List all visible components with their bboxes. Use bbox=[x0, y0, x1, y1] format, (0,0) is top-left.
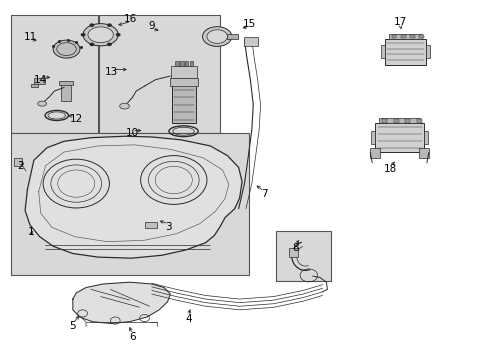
Ellipse shape bbox=[53, 40, 80, 58]
Bar bbox=[391, 35, 396, 39]
Ellipse shape bbox=[83, 24, 118, 46]
Bar bbox=[243, 37, 258, 45]
Bar bbox=[400, 35, 405, 39]
Bar bbox=[425, 45, 429, 58]
Text: 11: 11 bbox=[24, 32, 38, 41]
Bar bbox=[369, 148, 379, 158]
Circle shape bbox=[81, 33, 85, 37]
Bar bbox=[409, 35, 414, 39]
Text: 4: 4 bbox=[185, 314, 191, 324]
Bar bbox=[61, 84, 71, 101]
Bar bbox=[423, 131, 427, 144]
Bar bbox=[170, 78, 197, 86]
Bar bbox=[226, 34, 237, 40]
Text: 1: 1 bbox=[27, 227, 34, 237]
Bar bbox=[388, 34, 421, 39]
Text: 2: 2 bbox=[17, 161, 23, 171]
Text: 13: 13 bbox=[105, 67, 118, 77]
Bar bbox=[11, 15, 98, 134]
Bar bbox=[184, 61, 188, 66]
Circle shape bbox=[89, 42, 94, 46]
Bar bbox=[374, 123, 423, 152]
Bar bbox=[175, 61, 178, 66]
Text: 6: 6 bbox=[129, 332, 135, 342]
Bar bbox=[416, 119, 421, 123]
Bar bbox=[34, 78, 44, 84]
Polygon shape bbox=[25, 136, 242, 258]
Ellipse shape bbox=[202, 27, 231, 46]
Ellipse shape bbox=[120, 103, 129, 109]
Bar bbox=[370, 131, 374, 144]
Ellipse shape bbox=[206, 30, 227, 43]
Bar bbox=[381, 119, 386, 123]
Bar bbox=[99, 15, 220, 134]
Bar bbox=[31, 84, 38, 87]
Ellipse shape bbox=[88, 27, 113, 42]
Bar bbox=[144, 222, 157, 228]
Bar bbox=[180, 61, 183, 66]
Text: 10: 10 bbox=[125, 129, 139, 138]
Bar bbox=[14, 158, 22, 166]
Text: 12: 12 bbox=[69, 114, 83, 124]
Bar bbox=[405, 119, 409, 123]
Circle shape bbox=[107, 42, 112, 46]
Bar bbox=[380, 45, 384, 58]
Bar bbox=[378, 118, 419, 123]
Text: 14: 14 bbox=[34, 75, 47, 85]
Text: 3: 3 bbox=[165, 222, 172, 231]
Polygon shape bbox=[73, 282, 170, 323]
Text: 8: 8 bbox=[292, 243, 298, 253]
Text: 17: 17 bbox=[393, 17, 407, 27]
Text: 18: 18 bbox=[384, 164, 397, 174]
Bar bbox=[11, 133, 249, 275]
Bar bbox=[276, 231, 330, 281]
Circle shape bbox=[89, 23, 94, 27]
Bar bbox=[418, 35, 423, 39]
Circle shape bbox=[116, 33, 121, 37]
Bar bbox=[189, 61, 193, 66]
Bar bbox=[172, 85, 195, 123]
Text: 16: 16 bbox=[124, 14, 137, 24]
Ellipse shape bbox=[38, 101, 46, 106]
Text: 9: 9 bbox=[148, 21, 155, 31]
Text: 15: 15 bbox=[242, 19, 256, 29]
Bar bbox=[171, 66, 196, 78]
Bar bbox=[289, 248, 298, 257]
Text: 7: 7 bbox=[260, 189, 267, 199]
Bar bbox=[59, 81, 73, 85]
Circle shape bbox=[107, 23, 112, 27]
Bar bbox=[384, 39, 425, 64]
Bar bbox=[418, 148, 428, 158]
Bar bbox=[393, 119, 398, 123]
Text: 5: 5 bbox=[69, 321, 76, 331]
